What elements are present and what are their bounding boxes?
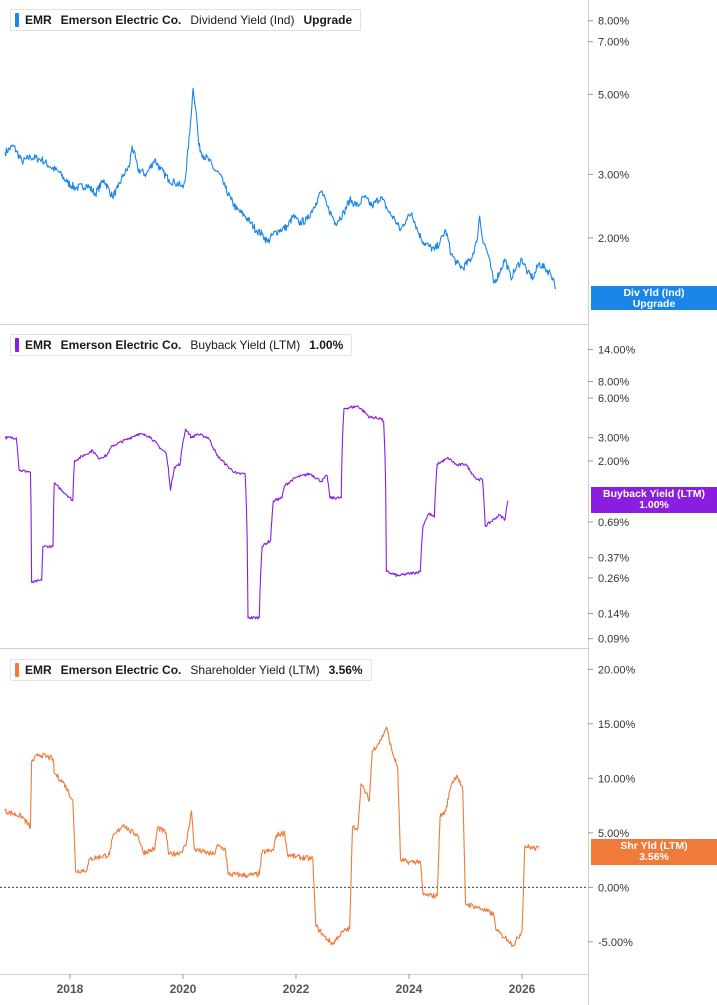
y-tick-label: -5.00%	[598, 937, 633, 949]
y-tick-label: 6.00%	[598, 393, 629, 405]
y-tick-label: 0.37%	[598, 553, 629, 565]
value-tag-2: Buyback Yield (LTM) 1.00%	[591, 487, 717, 513]
legend-value: 3.56%	[328, 663, 363, 677]
legend-metric: Shareholder Yield (LTM)	[190, 663, 320, 677]
panel-1: 8.00% 7.00% 5.00% 3.00% 2.00%	[4, 16, 629, 290]
legend-metric: Dividend Yield (Ind)	[190, 13, 295, 27]
legend-metric: Buyback Yield (LTM)	[190, 338, 301, 352]
value-tag-line: Buyback Yield (LTM)	[603, 488, 705, 500]
value-tag-line: 1.00%	[639, 499, 669, 511]
y-tick-label: 20.00%	[598, 664, 636, 676]
legend-company: Emerson Electric Co.	[60, 338, 182, 352]
y-tick-label: 10.00%	[598, 773, 636, 785]
value-tag-line: Div Yld (Ind)	[623, 287, 685, 299]
y-tick-label: 2.00%	[598, 456, 629, 468]
y-tick-label: 3.00%	[598, 433, 629, 445]
legend-swatch	[15, 338, 19, 352]
legend-3[interactable]: EMR Emerson Electric Co. Shareholder Yield…	[10, 659, 372, 681]
y-tick-label: 2.00%	[598, 233, 629, 245]
y-tick-label: 0.69%	[598, 517, 629, 529]
value-tag-line: Shr Yld (LTM)	[620, 840, 688, 852]
series-line-2	[4, 405, 509, 620]
value-tag-line: Upgrade	[632, 298, 676, 310]
y-tick-label: 0.26%	[598, 573, 629, 585]
legend-ticker: EMR	[25, 663, 52, 677]
value-tag-3: Shr Yld (LTM) 3.56%	[591, 839, 717, 865]
y-tick-label: 15.00%	[598, 719, 636, 731]
x-tick-label: 2018	[57, 982, 84, 996]
x-tick-label: 2020	[170, 982, 197, 996]
x-tick-label: 2022	[283, 982, 310, 996]
x-tick-label: 2026	[509, 982, 536, 996]
legend-value: 1.00%	[309, 338, 344, 352]
x-tick-label: 2024	[396, 982, 423, 996]
y-tick-label: 5.00%	[598, 828, 629, 840]
legend-swatch	[15, 663, 19, 677]
value-tag-1: Div Yld (Ind) Upgrade	[591, 286, 717, 310]
legend-1[interactable]: EMR Emerson Electric Co. Dividend Yield (I…	[10, 9, 362, 31]
legend-company: Emerson Electric Co.	[60, 13, 182, 27]
y-tick-label: 8.00%	[598, 377, 629, 389]
legend-ticker: EMR	[25, 13, 52, 27]
y-tick-label: 0.14%	[598, 608, 629, 620]
series-line-3	[4, 726, 540, 947]
y-tick-label: 5.00%	[598, 89, 629, 101]
legend-company: Emerson Electric Co.	[60, 663, 182, 677]
panel-2: 14.00% 8.00% 6.00% 3.00% 2.00% 0.69% 0.37% 0.26…	[0, 324, 636, 646]
legend-swatch	[15, 13, 19, 27]
y-tick-label: 14.00%	[598, 344, 636, 356]
legend-2[interactable]: EMR Emerson Electric Co. Buyback Yield (LT…	[10, 334, 353, 356]
y-tick-label: 8.00%	[598, 16, 629, 28]
y-tick-label: 3.00%	[598, 169, 629, 181]
legend-ticker: EMR	[25, 338, 52, 352]
legend-value: Upgrade	[303, 13, 353, 27]
series-line-1	[4, 87, 557, 290]
panel-3: 20.00% 15.00% 10.00% 5.00% 0.00% -5.00%	[0, 648, 636, 949]
y-tick-label: 7.00%	[598, 37, 629, 49]
y-tick-label: 0.09%	[598, 634, 629, 646]
value-tag-line: 3.56%	[639, 851, 669, 863]
y-tick-label: 0.00%	[598, 882, 629, 894]
